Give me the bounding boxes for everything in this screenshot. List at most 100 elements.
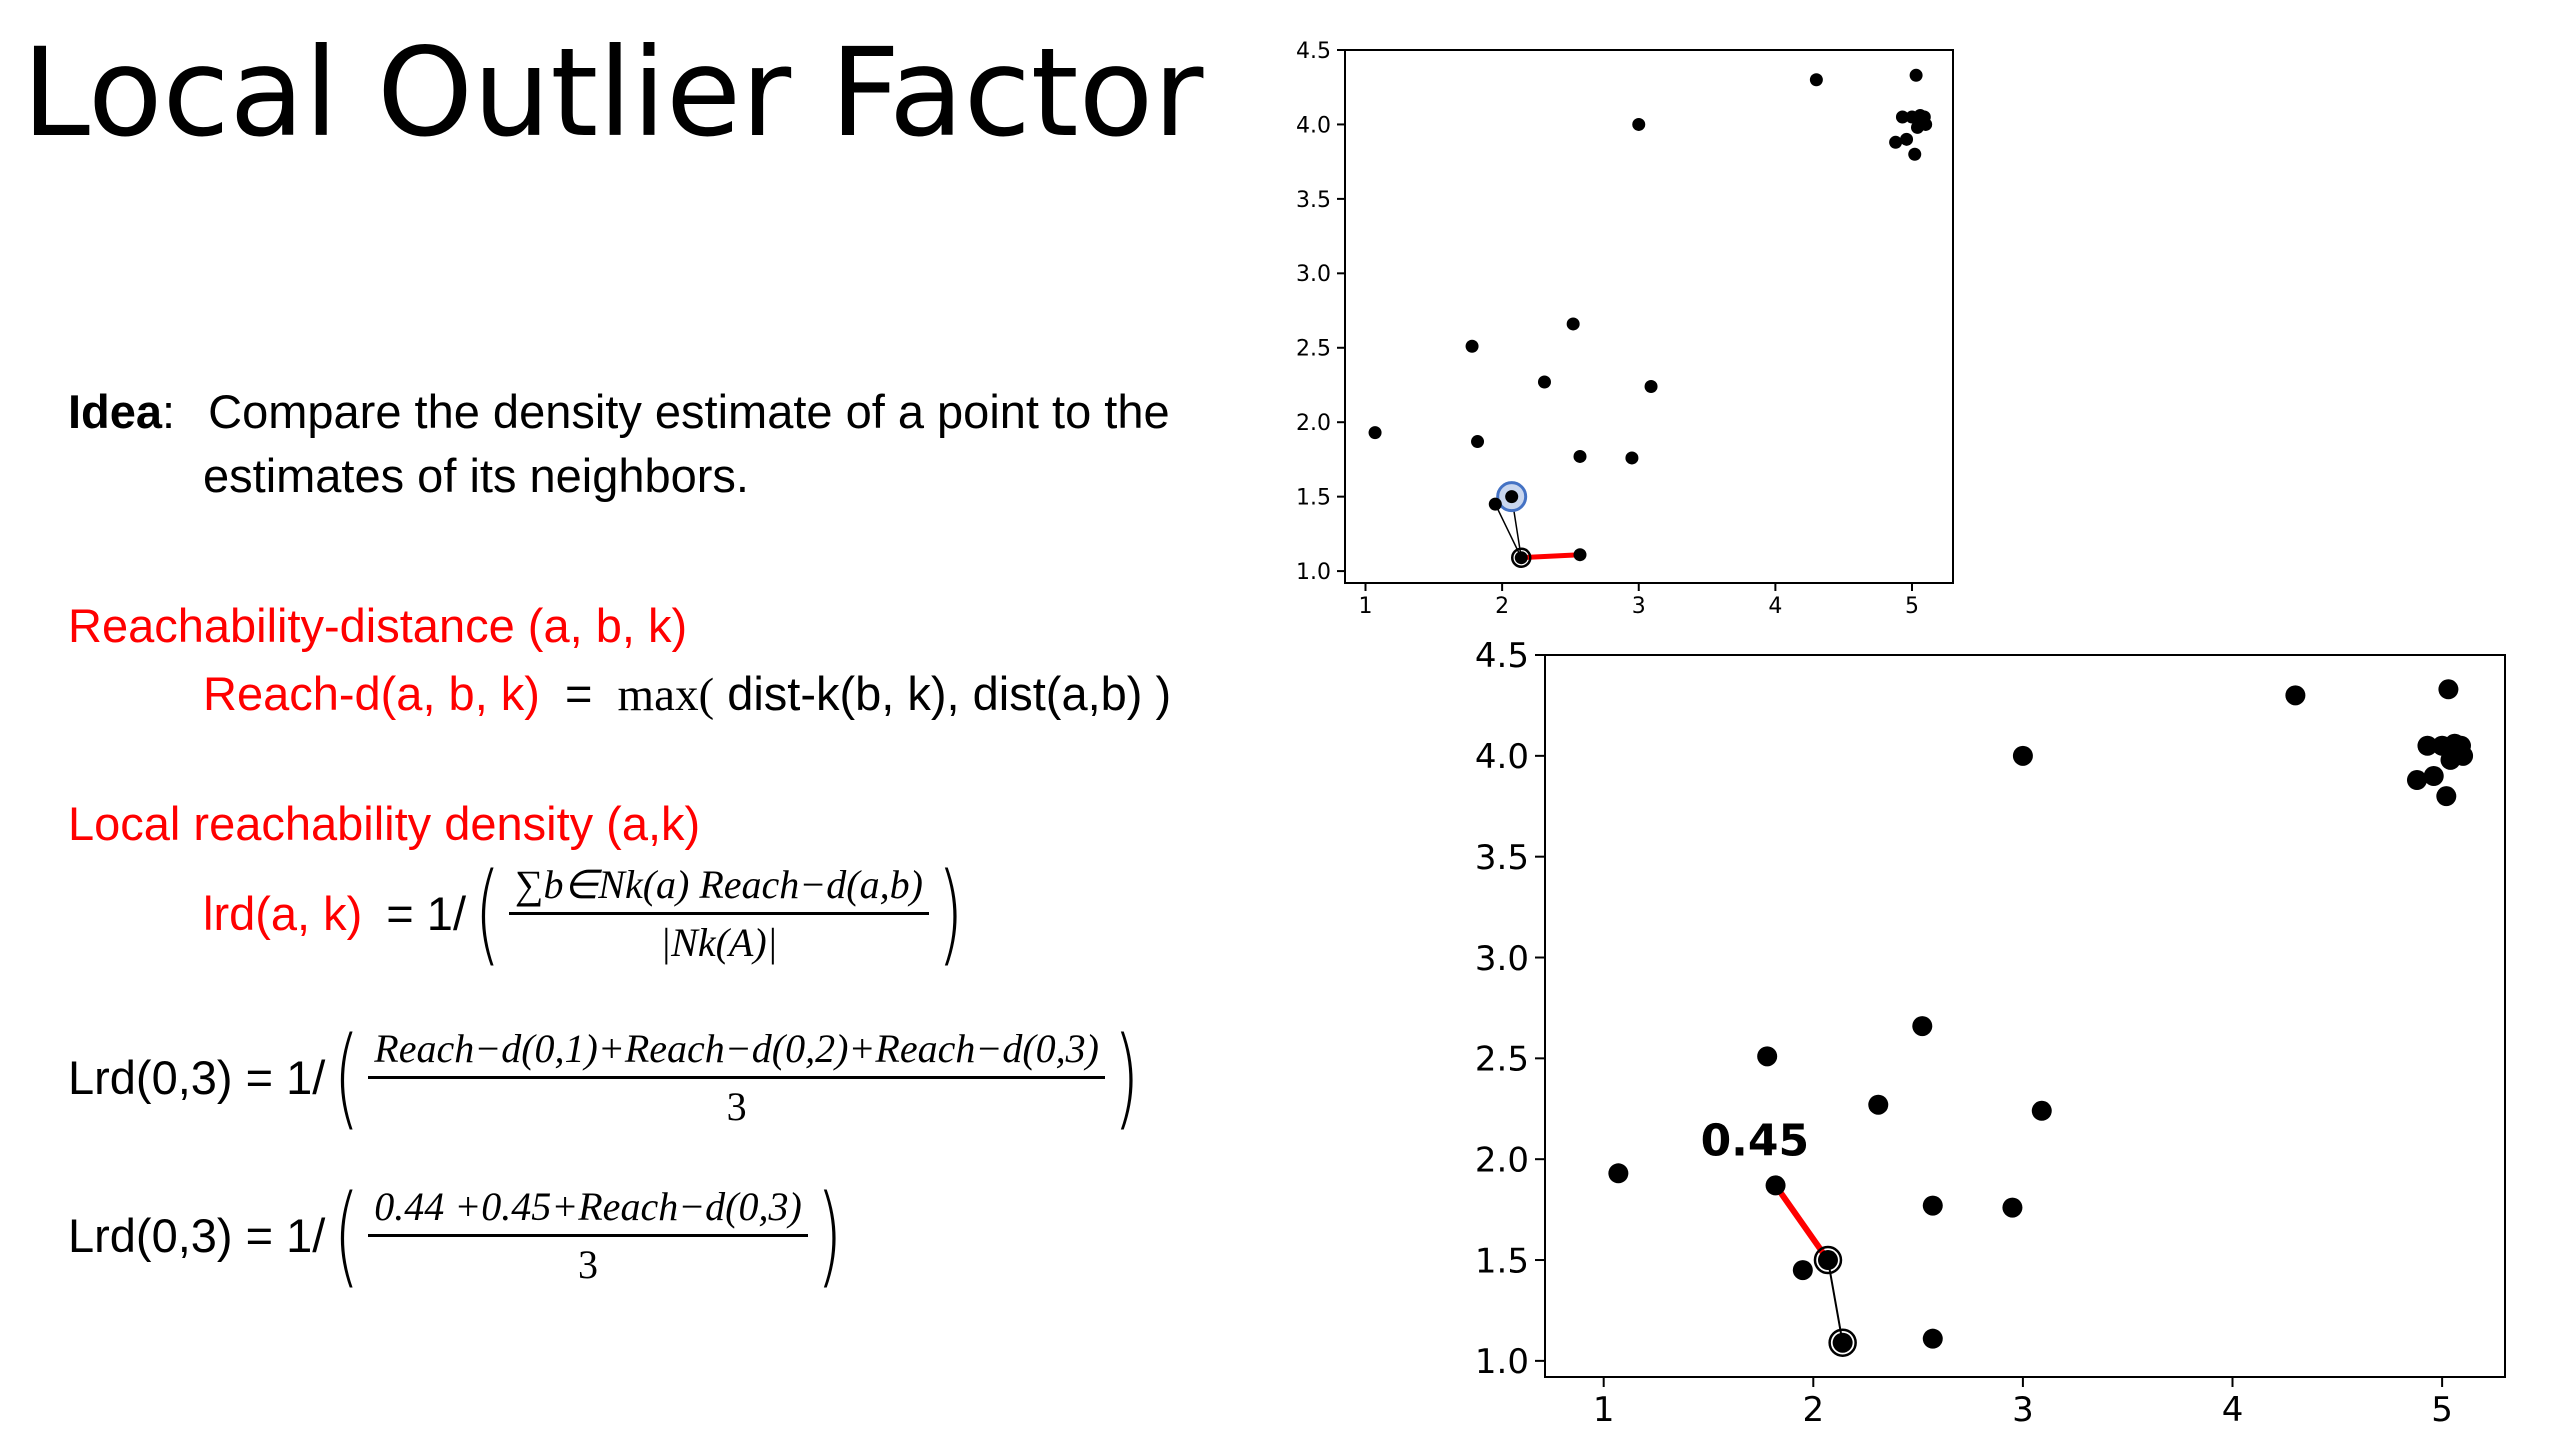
lrd1-lhs: Lrd(0,3) = 1/ xyxy=(68,1050,326,1104)
lrd-example-2: Lrd(0,3) = 1/ ( 0.44 +0.45+Reach−d(0,3) … xyxy=(68,1171,843,1299)
data-point xyxy=(1809,73,1823,87)
reach-distance-segment xyxy=(1773,1183,1831,1262)
data-point xyxy=(2438,679,2459,700)
data-point xyxy=(1471,435,1485,449)
data-point xyxy=(1608,1163,1629,1184)
y-tick-label: 1.5 xyxy=(1296,486,1331,511)
y-tick-label: 2.0 xyxy=(1296,411,1331,436)
data-point xyxy=(1817,1250,1838,1271)
data-point xyxy=(1573,548,1587,562)
neighbor-circle xyxy=(1511,547,1532,568)
x-tick-label: 5 xyxy=(1905,594,1919,619)
x-tick-label: 2 xyxy=(1802,1390,1824,1430)
lrd1-denominator: 3 xyxy=(726,1083,747,1129)
data-point xyxy=(2453,745,2474,766)
data-point xyxy=(1832,1332,1853,1353)
lrd-lhs: lrd(a, k) xyxy=(203,886,363,940)
data-point xyxy=(1368,426,1382,440)
y-tick-label: 3.0 xyxy=(1475,939,1529,979)
x-tick-label: 2 xyxy=(1495,594,1509,619)
lrd-formula: lrd(a, k) = 1/ ( ∑b∈Nk(a) Reach−d(a,b) |… xyxy=(203,849,964,977)
reach-def-max: max( xyxy=(617,669,715,721)
y-tick-label: 3.0 xyxy=(1296,262,1331,287)
y-tick-label: 1.5 xyxy=(1475,1241,1529,1281)
data-point xyxy=(1505,490,1519,504)
plot-frame xyxy=(1544,654,2506,1378)
y-tick-label: 4.5 xyxy=(1475,636,1529,676)
x-tick-label: 3 xyxy=(2012,1390,2034,1430)
reach-def-rhs: dist-k(b, k), dist(a,b) ) xyxy=(727,667,1172,720)
lrd1-fraction: Reach−d(0,1)+Reach−d(0,2)+Reach−d(0,3) 3 xyxy=(368,1025,1105,1130)
y-tick-label: 2.0 xyxy=(1475,1140,1529,1180)
data-point xyxy=(1514,551,1528,565)
reach-heading: Reachability-distance (a, b, k) xyxy=(68,599,688,652)
lrd-example-1: Lrd(0,3) = 1/ ( Reach−d(0,1)+Reach−d(0,2… xyxy=(68,1013,1140,1141)
scatter-plot-bottom: 1 2 3 4 5 1.0 1.5 2.0 2.5 3.0 3.5 4.0 4.5 0.45 xyxy=(1475,636,2506,1430)
y-tick-label: 3.5 xyxy=(1475,838,1529,878)
data-point xyxy=(1757,1046,1778,1067)
data-point xyxy=(1625,451,1639,465)
lrd-numerator: ∑b∈Nk(a) Reach−d(a,b) xyxy=(508,861,929,915)
y-tick-label: 2.5 xyxy=(1475,1040,1529,1080)
data-point xyxy=(2423,766,2444,787)
data-point xyxy=(2002,1197,2023,1218)
idea-label: Idea xyxy=(68,385,163,438)
x-tick-label: 4 xyxy=(2222,1390,2244,1430)
idea-line-1: Idea: Compare the density estimate of a … xyxy=(68,384,1170,439)
x-tick-label: 1 xyxy=(1593,1390,1615,1430)
scatter-plot-top: 1 2 3 4 5 1.0 1.5 2.0 2.5 3.0 3.5 4.0 4.5 xyxy=(1296,39,1954,619)
y-tick-label: 4.5 xyxy=(1296,39,1331,64)
neighbor-circle xyxy=(1813,1245,1843,1275)
lrd2-lhs: Lrd(0,3) = 1/ xyxy=(68,1208,326,1262)
x-tick-label: 1 xyxy=(1358,594,1372,619)
data-point xyxy=(1573,449,1587,463)
data-point xyxy=(1644,379,1658,393)
lrd-heading: Local reachability density (a,k) xyxy=(68,797,701,850)
lrd-fraction: ∑b∈Nk(a) Reach−d(a,b) |Nk(A)| xyxy=(508,861,929,966)
lrd2-denominator: 3 xyxy=(578,1241,599,1287)
y-tick-label: 4.0 xyxy=(1296,113,1331,138)
data-point xyxy=(1889,135,1903,149)
data-point xyxy=(1488,497,1502,511)
y-tick-label: 1.0 xyxy=(1475,1342,1529,1382)
y-tick-label: 3.5 xyxy=(1296,188,1331,213)
reach-def-eq: = xyxy=(565,667,593,720)
data-point xyxy=(2285,685,2306,706)
plot-frame xyxy=(1344,49,1954,584)
y-tick-label: 1.0 xyxy=(1296,560,1331,585)
lrd-eq: = 1/ xyxy=(386,886,466,940)
data-point xyxy=(1909,68,1923,82)
data-point xyxy=(1566,317,1580,331)
x-tick-label: 3 xyxy=(1632,594,1646,619)
data-point xyxy=(1765,1175,1786,1196)
data-point xyxy=(1868,1094,1889,1115)
reach-definition: Reach-d(a, b, k) = max( dist-k(b, k), di… xyxy=(203,666,1171,722)
data-point xyxy=(1922,1328,1943,1349)
idea-text-2: estimates of its neighbors. xyxy=(203,449,749,502)
lrd-denominator: |Nk(A)| xyxy=(660,919,778,965)
data-point xyxy=(1895,110,1909,124)
data-point xyxy=(1632,117,1646,131)
data-point xyxy=(1792,1260,1813,1281)
data-point xyxy=(1537,375,1551,389)
data-point xyxy=(2406,770,2427,791)
data-point xyxy=(2031,1100,2052,1121)
idea-text-1: Compare the density estimate of a point … xyxy=(208,385,1170,438)
data-point xyxy=(2417,735,2438,756)
y-tick-label: 2.5 xyxy=(1296,337,1331,362)
slide-title: Local Outlier Factor xyxy=(22,22,1204,164)
data-point xyxy=(1908,147,1922,161)
data-point xyxy=(1912,1016,1933,1037)
y-tick-label: 4.0 xyxy=(1475,737,1529,777)
data-point xyxy=(1900,132,1914,146)
data-point xyxy=(1919,117,1933,131)
lrd2-fraction: 0.44 +0.45+Reach−d(0,3) 3 xyxy=(368,1183,808,1288)
x-tick-label: 5 xyxy=(2431,1390,2453,1430)
x-tick-label: 4 xyxy=(1768,594,1782,619)
data-point xyxy=(1922,1195,1943,1216)
data-point xyxy=(1465,339,1479,353)
lrd1-numerator: Reach−d(0,1)+Reach−d(0,2)+Reach−d(0,3) xyxy=(368,1025,1105,1079)
neighbor-circle xyxy=(1828,1328,1857,1357)
idea-colon: : xyxy=(162,385,176,438)
data-point xyxy=(2012,745,2033,766)
